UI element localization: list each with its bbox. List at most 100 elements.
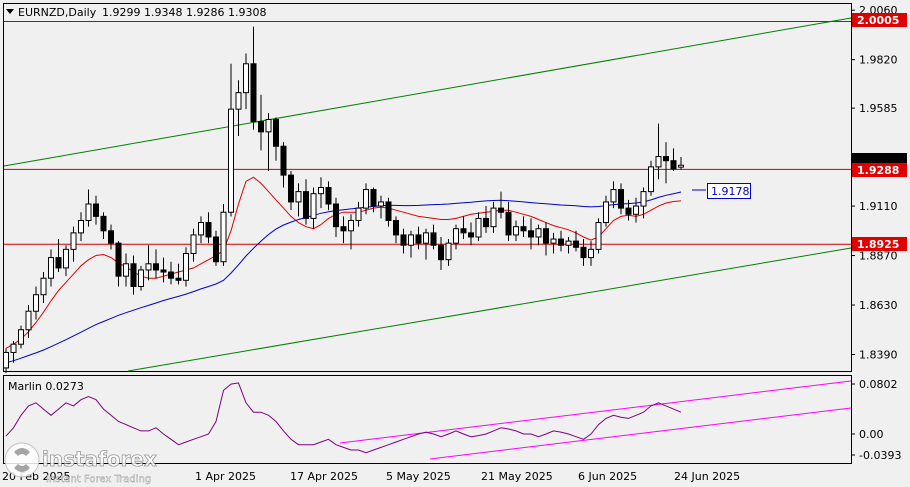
chart-header: EURNZD,Daily 1.9299 1.9348 1.9286 1.9308 (6, 6, 266, 19)
candle (648, 160, 654, 196)
indicator-pane-frame (3, 375, 852, 464)
candle (640, 187, 647, 219)
candle (153, 249, 159, 279)
channel-upper-line (3, 17, 852, 167)
candle (220, 203, 227, 266)
candle (183, 247, 189, 287)
level-low-label: 1.8925 (857, 238, 899, 251)
candle (445, 239, 452, 266)
ohlc-values: 1.9299 1.9348 1.9286 1.9308 (102, 6, 266, 19)
candle (430, 224, 437, 250)
candle (100, 212, 107, 240)
price-tick-5: 1.8870 (859, 250, 898, 263)
candle (123, 253, 129, 287)
candle (415, 226, 422, 250)
osc-channel-lower (429, 407, 852, 460)
candle (363, 183, 369, 215)
candle (48, 249, 54, 287)
candle (243, 53, 249, 110)
candle (303, 179, 309, 225)
candle (370, 187, 377, 213)
candle (63, 245, 69, 277)
candle (385, 197, 392, 227)
candle (520, 216, 527, 237)
indicator-label: Marlin 0.0273 (8, 380, 84, 393)
candle (145, 245, 152, 281)
candle (175, 263, 182, 285)
candle (288, 171, 294, 211)
candle (40, 272, 47, 303)
x-label-4: 21 May 2025 (481, 470, 553, 483)
candle (603, 195, 609, 227)
level-mid-badge: 1.9288 (852, 163, 907, 177)
candle (213, 230, 219, 266)
marlin-oscillator-line (5, 382, 682, 454)
candle (340, 216, 347, 244)
candle (565, 236, 572, 254)
watermark-brand: instaforex (42, 447, 157, 471)
candle (670, 148, 677, 172)
candle (130, 255, 137, 295)
candle (280, 142, 287, 188)
ma-value-callout: 1.9178 (692, 183, 751, 199)
candle (393, 216, 399, 244)
candle (543, 222, 549, 256)
candle (160, 257, 167, 283)
candle (228, 63, 234, 217)
indicator-tick-bottom: -0.0393 (859, 449, 901, 462)
symbol-label: EURNZD,Daily (18, 6, 97, 19)
candle (535, 224, 542, 246)
candle (93, 195, 99, 225)
trend-channel (3, 17, 852, 372)
candle (25, 305, 32, 339)
level-low-badge: 1.8925 (852, 237, 907, 251)
candle (333, 197, 339, 237)
candle (265, 113, 272, 172)
candle (505, 201, 512, 242)
candle (475, 212, 482, 242)
indicator-tick-top: 0.0802 (859, 378, 898, 391)
x-label-2: 17 Apr 2025 (290, 470, 358, 483)
candle (198, 216, 204, 244)
candle (78, 212, 84, 242)
candle (468, 222, 474, 246)
collapse-triangle-icon[interactable] (6, 9, 14, 14)
candle (678, 156, 684, 170)
candle (168, 261, 174, 285)
candle (528, 218, 534, 250)
current-price-badge (852, 153, 907, 164)
candle (438, 236, 444, 270)
candle (258, 94, 264, 151)
candle (453, 224, 459, 250)
candle (655, 123, 662, 180)
candle (588, 241, 594, 266)
candle (378, 195, 384, 219)
ma-value-label: 1.9178 (711, 185, 750, 198)
price-tick-2: 1.9585 (859, 102, 898, 115)
candle (633, 197, 639, 223)
instaforex-logo-icon (14, 448, 30, 472)
level-top-label: 2.0005 (857, 14, 899, 27)
candle (205, 212, 212, 244)
x-label-6: 24 Jun 2025 (674, 470, 740, 483)
instaforex-watermark: instaforex Instant Forex Trading (4, 442, 157, 485)
candle (663, 142, 669, 184)
price-tick-7: 1.8390 (859, 349, 898, 362)
candle (490, 201, 497, 233)
candle (318, 177, 324, 209)
candle (423, 228, 429, 260)
price-pane-frame (3, 3, 852, 372)
candle (513, 220, 519, 242)
time-axis: 20 Feb 2025 1 Apr 2025 17 Apr 2025 5 May… (2, 470, 740, 483)
candle (348, 214, 354, 250)
candle (295, 183, 302, 217)
price-tick-6: 1.8630 (859, 299, 898, 312)
candle (610, 181, 617, 209)
x-label-3: 5 May 2025 (386, 470, 451, 483)
indicator-axis: 0.0802 0.00 -0.0393 (851, 378, 901, 462)
candle (235, 80, 242, 136)
price-tick-4: 1.9110 (859, 200, 898, 213)
candle (138, 265, 144, 291)
ma-slow-line (5, 191, 682, 364)
